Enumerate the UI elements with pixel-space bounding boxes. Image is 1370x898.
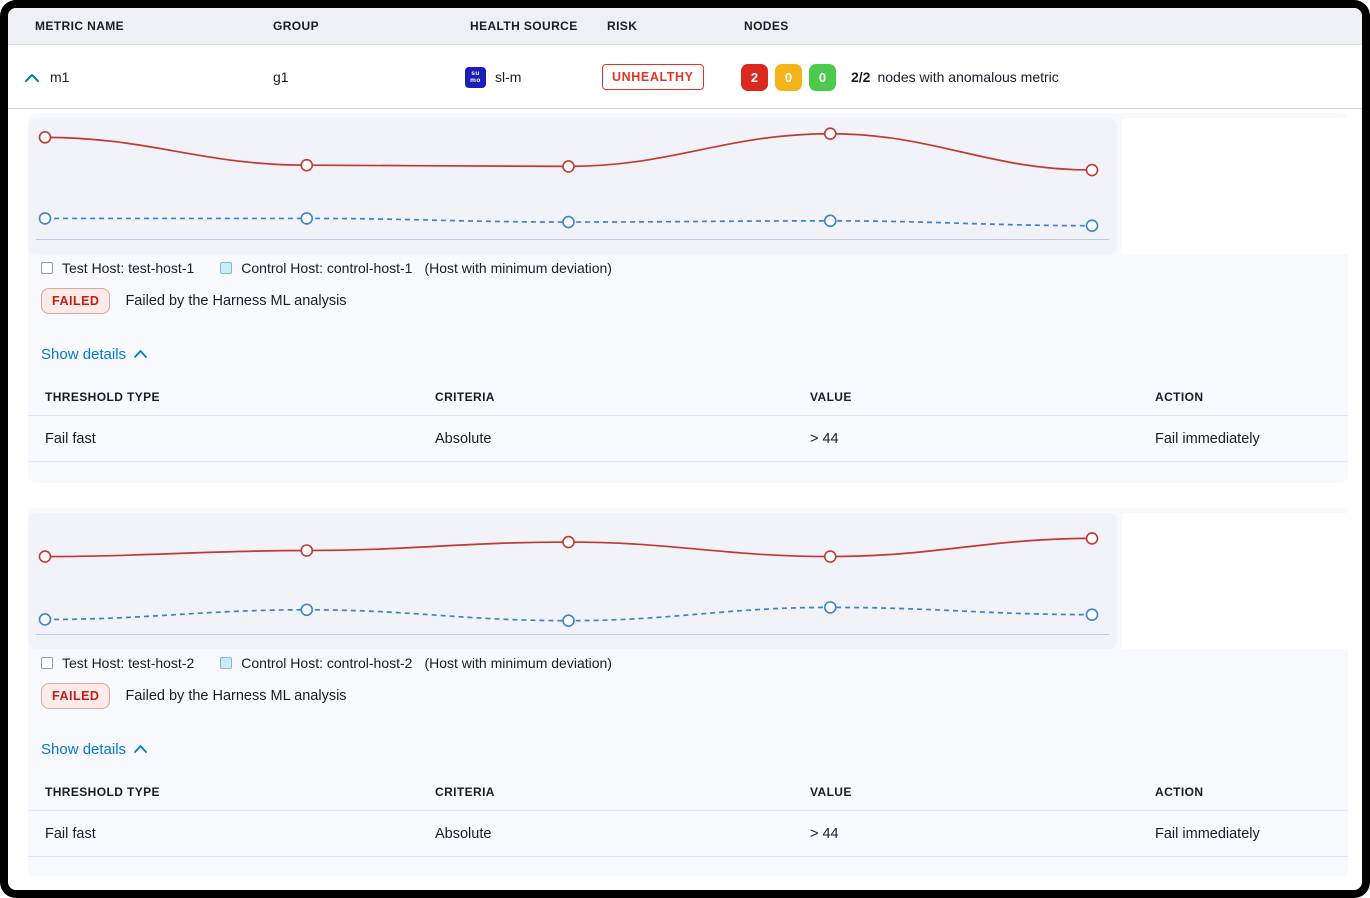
legend-item-control-host: Control Host: control-host-1 — [220, 260, 412, 276]
minimum-deviation-note: (Host with minimum deviation) — [424, 655, 612, 671]
td-threshold-type: Fail fast — [45, 825, 96, 842]
healthy-nodes-badge: 0 — [809, 63, 836, 91]
host-comparison-chart[interactable] — [28, 118, 1117, 254]
anomalous-nodes-badge: 2 — [741, 63, 768, 91]
host-comparison-chart[interactable] — [28, 513, 1117, 649]
health-source-cell: su mo sl-m — [465, 45, 521, 109]
chart-legend: Test Host: test-host-2 Control Host: con… — [41, 654, 612, 672]
chart-legend: Test Host: test-host-1 Control Host: con… — [41, 259, 612, 277]
column-header-risk: RISK — [607, 19, 638, 33]
control-host-label: Control Host: control-host-2 — [241, 655, 413, 671]
analysis-status-message: Failed by the Harness ML analysis — [125, 293, 347, 309]
column-header-group: GROUP — [273, 19, 320, 33]
line-chart[interactable] — [28, 118, 1117, 254]
td-action: Fail immediately — [1155, 825, 1260, 842]
chevron-up-icon — [134, 350, 147, 358]
threshold-table-row: Fail fast Absolute > 44 Fail immediately — [28, 811, 1348, 857]
metrics-analysis-view: METRIC NAME GROUP HEALTH SOURCE RISK NOD… — [8, 8, 1362, 890]
chevron-up-icon — [134, 745, 147, 753]
th-criteria: CRITERIA — [435, 784, 495, 799]
nodes-ratio: 2/2 — [851, 69, 871, 85]
test-host-checkbox[interactable] — [41, 262, 53, 274]
risk-status-badge: UNHEALTHY — [602, 64, 704, 90]
health-source-label: sl-m — [495, 69, 522, 85]
sumo-logic-icon: su mo — [465, 66, 486, 88]
host-analysis-section: Test Host: test-host-1 Control Host: con… — [28, 113, 1348, 483]
test-host-label: Test Host: test-host-1 — [62, 260, 195, 276]
column-header-metric-name: METRIC NAME — [35, 19, 125, 33]
td-value: > 44 — [810, 430, 839, 447]
th-threshold-type: THRESHOLD TYPE — [45, 389, 160, 404]
td-threshold-type: Fail fast — [45, 430, 96, 447]
sumo-icon-text-top: su — [471, 70, 480, 77]
test-host-label: Test Host: test-host-2 — [62, 655, 195, 671]
th-action: ACTION — [1155, 389, 1204, 404]
legend-item-control-host: Control Host: control-host-2 — [220, 655, 412, 671]
control-host-label: Control Host: control-host-1 — [241, 260, 413, 276]
table-header-bar: METRIC NAME GROUP HEALTH SOURCE RISK NOD… — [8, 8, 1362, 45]
control-host-checkbox[interactable] — [220, 657, 233, 669]
line-chart[interactable] — [28, 513, 1117, 649]
host-analysis-section: Test Host: test-host-2 Control Host: con… — [28, 508, 1348, 876]
td-value: > 44 — [810, 825, 839, 842]
show-details-toggle[interactable]: Show details — [41, 739, 147, 759]
th-threshold-type: THRESHOLD TYPE — [45, 784, 160, 799]
td-action: Fail immediately — [1155, 430, 1260, 447]
metric-row[interactable]: m1 g1 su mo sl-m UNHEALTHY 2 0 0 2/2 nod… — [8, 45, 1362, 109]
metric-name-value: m1 — [50, 69, 70, 85]
th-action: ACTION — [1155, 784, 1204, 799]
th-value: VALUE — [810, 784, 852, 799]
analysis-status-row: FAILED Failed by the Harness ML analysis — [41, 683, 347, 709]
show-details-label: Show details — [41, 740, 127, 758]
failed-badge: FAILED — [41, 288, 111, 314]
warning-nodes-badge: 0 — [775, 63, 802, 91]
risk-cell: UNHEALTHY — [602, 45, 704, 109]
minimum-deviation-note: (Host with minimum deviation) — [424, 260, 612, 276]
th-value: VALUE — [810, 389, 852, 404]
column-header-nodes: NODES — [744, 19, 789, 33]
group-value: g1 — [273, 69, 289, 85]
show-details-label: Show details — [41, 345, 127, 363]
sumo-icon-text-bottom: mo — [470, 77, 481, 84]
legend-item-test-host: Test Host: test-host-2 — [41, 655, 194, 671]
chart-side-panel — [1122, 118, 1348, 254]
show-details-toggle[interactable]: Show details — [41, 344, 147, 364]
td-criteria: Absolute — [435, 430, 492, 447]
test-host-checkbox[interactable] — [41, 657, 53, 669]
failed-badge: FAILED — [41, 683, 111, 709]
analysis-status-message: Failed by the Harness ML analysis — [125, 688, 347, 704]
chevron-up-icon — [25, 73, 39, 82]
chart-side-panel — [1122, 513, 1348, 649]
collapse-row-button[interactable] — [24, 69, 40, 85]
td-criteria: Absolute — [435, 825, 492, 842]
column-header-health-source: HEALTH SOURCE — [470, 19, 578, 33]
threshold-table-header: THRESHOLD TYPE CRITERIA VALUE ACTION — [28, 773, 1348, 811]
threshold-table-header: THRESHOLD TYPE CRITERIA VALUE ACTION — [28, 378, 1348, 416]
nodes-cell: 2 0 0 2/2 nodes with anomalous metric — [741, 45, 1059, 109]
threshold-table: THRESHOLD TYPE CRITERIA VALUE ACTION Fai… — [28, 773, 1348, 857]
control-host-checkbox[interactable] — [220, 262, 233, 274]
nodes-caption: nodes with anomalous metric — [877, 69, 1059, 85]
threshold-table-row: Fail fast Absolute > 44 Fail immediately — [28, 416, 1348, 462]
legend-item-test-host: Test Host: test-host-1 — [41, 260, 194, 276]
threshold-table: THRESHOLD TYPE CRITERIA VALUE ACTION Fai… — [28, 378, 1348, 462]
th-criteria: CRITERIA — [435, 389, 495, 404]
analysis-status-row: FAILED Failed by the Harness ML analysis — [41, 288, 347, 314]
